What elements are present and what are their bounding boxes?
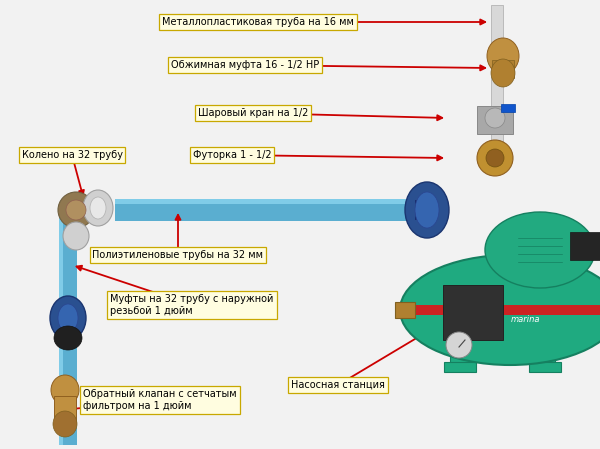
Text: Полиэтиленовые трубы на 32 мм: Полиэтиленовые трубы на 32 мм [92, 250, 263, 260]
FancyBboxPatch shape [444, 362, 476, 372]
FancyBboxPatch shape [450, 355, 470, 370]
Text: Шаровый кран на 1/2: Шаровый кран на 1/2 [198, 108, 308, 118]
Ellipse shape [477, 140, 513, 176]
Ellipse shape [485, 212, 595, 288]
Ellipse shape [491, 59, 515, 87]
Text: marina: marina [510, 316, 540, 325]
Ellipse shape [58, 304, 78, 332]
Ellipse shape [446, 332, 472, 358]
Ellipse shape [487, 38, 519, 74]
Ellipse shape [50, 296, 86, 340]
Ellipse shape [405, 182, 449, 238]
FancyBboxPatch shape [395, 302, 415, 318]
Text: Колено на 32 трубу: Колено на 32 трубу [22, 150, 122, 160]
FancyBboxPatch shape [529, 362, 561, 372]
Text: Насосная станция: Насосная станция [291, 380, 385, 390]
FancyBboxPatch shape [491, 5, 503, 152]
Ellipse shape [54, 326, 82, 350]
FancyBboxPatch shape [115, 199, 415, 221]
Ellipse shape [415, 192, 439, 228]
Ellipse shape [485, 108, 505, 128]
Ellipse shape [51, 375, 79, 405]
Ellipse shape [53, 411, 77, 437]
Ellipse shape [486, 149, 504, 167]
FancyBboxPatch shape [415, 200, 427, 220]
Ellipse shape [83, 190, 113, 226]
FancyBboxPatch shape [477, 106, 513, 134]
FancyBboxPatch shape [570, 232, 600, 260]
FancyBboxPatch shape [501, 104, 515, 112]
FancyBboxPatch shape [535, 355, 555, 370]
FancyBboxPatch shape [443, 285, 503, 340]
Text: Муфты на 32 трубу с наружной
резьбой 1 дюйм: Муфты на 32 трубу с наружной резьбой 1 д… [110, 294, 274, 316]
Text: Футорка 1 - 1/2: Футорка 1 - 1/2 [193, 150, 271, 160]
FancyBboxPatch shape [410, 305, 600, 315]
Text: Металлопластиковая труба на 16 мм: Металлопластиковая труба на 16 мм [162, 17, 354, 27]
FancyBboxPatch shape [59, 210, 77, 445]
Text: Обжимная муфта 16 - 1/2 НР: Обжимная муфта 16 - 1/2 НР [171, 60, 319, 70]
FancyBboxPatch shape [492, 60, 514, 78]
Ellipse shape [90, 197, 106, 219]
FancyBboxPatch shape [115, 199, 415, 204]
Text: Обратный клапан с сетчатым
фильтром на 1 дюйм: Обратный клапан с сетчатым фильтром на 1… [83, 389, 237, 411]
FancyBboxPatch shape [54, 396, 76, 424]
Ellipse shape [58, 192, 94, 228]
FancyBboxPatch shape [59, 210, 63, 445]
Ellipse shape [400, 255, 600, 365]
Ellipse shape [63, 222, 89, 250]
Ellipse shape [66, 200, 86, 220]
